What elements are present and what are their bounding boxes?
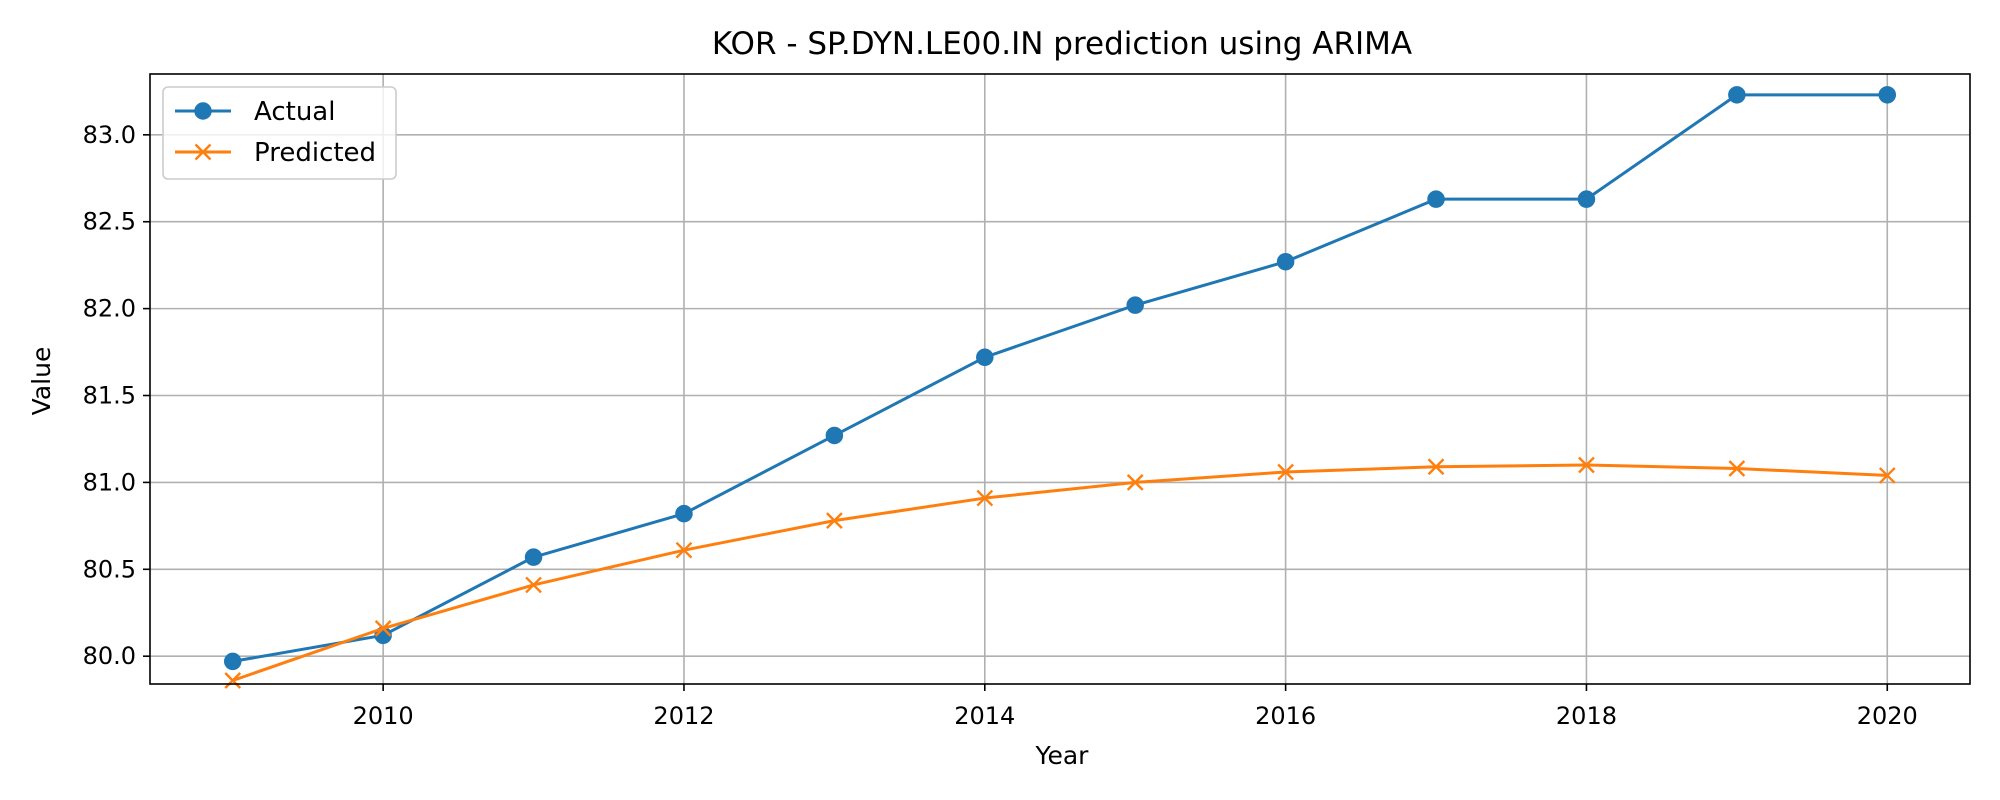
data-point-predicted [1878, 467, 1896, 484]
data-point-actual [1577, 190, 1596, 208]
y-tick-label: 82.0 [83, 295, 136, 323]
data-point-predicted-stroke [1878, 467, 1896, 484]
series-line-actual [230, 93, 1889, 664]
series-actual [223, 86, 1897, 671]
data-point-predicted-stroke [374, 620, 392, 637]
data-point-predicted-stroke [1427, 458, 1445, 476]
series-layer [223, 86, 1897, 689]
data-point-actual [223, 652, 242, 671]
y-tick-label: 80.0 [83, 642, 136, 670]
chart-title: KOR - SP.DYN.LE00.IN prediction using AR… [712, 26, 1412, 62]
series-predicted [224, 456, 1896, 689]
data-point-actual [825, 426, 844, 445]
data-point-actual [976, 348, 994, 367]
y-tick-label: 81.0 [83, 468, 136, 496]
data-point-predicted-stroke [1277, 463, 1294, 481]
legend-label-actual: Actual [254, 97, 335, 127]
data-point-predicted [1578, 456, 1595, 474]
data-point-actual [1728, 86, 1746, 104]
series-line-predicted [230, 463, 1889, 683]
tick-layer: 2010 2012 2014 2016 2018 2020 80.0 80.5 81.0 81.5… [83, 121, 1918, 730]
data-point-predicted [224, 672, 242, 689]
data-point-predicted [1427, 458, 1445, 476]
legend: Actual Predicted [162, 86, 397, 180]
x-tick-label: 2016 [1255, 702, 1316, 730]
data-point-predicted-stroke [224, 672, 242, 689]
data-point-actual [1427, 190, 1445, 208]
y-tick-label: 83.0 [83, 121, 136, 149]
data-point-actual [1878, 86, 1897, 104]
y-tick-label: 81.5 [83, 382, 136, 410]
data-point-actual [1276, 252, 1295, 271]
legend-marker-predicted-stroke [194, 143, 212, 161]
data-point-predicted [976, 489, 994, 507]
plot-frame [149, 73, 1971, 685]
data-point-predicted-stroke [1578, 456, 1595, 474]
legend-marker-actual [194, 102, 212, 120]
data-point-predicted [1126, 474, 1144, 491]
x-tick-label: 2014 [954, 702, 1015, 730]
x-tick-label: 2012 [653, 702, 714, 730]
data-point-predicted [374, 620, 392, 637]
data-point-actual [524, 548, 543, 566]
data-point-actual [1126, 296, 1144, 314]
y-axis-title: Value [27, 347, 56, 416]
data-point-predicted [1277, 463, 1294, 481]
legend-marker-predicted [194, 143, 212, 161]
data-point-predicted [826, 512, 843, 529]
x-axis-title: Year [1035, 741, 1090, 770]
legend-label-predicted: Predicted [254, 138, 376, 168]
grid [150, 74, 1970, 684]
data-point-predicted [1728, 460, 1746, 477]
y-tick-label: 80.5 [83, 555, 136, 583]
data-point-predicted [675, 541, 693, 559]
data-point-actual [675, 504, 693, 523]
x-tick-label: 2018 [1556, 702, 1617, 730]
data-point-predicted [525, 576, 542, 594]
data-point-predicted-stroke [1728, 460, 1746, 477]
data-point-predicted-stroke [1126, 474, 1144, 491]
data-point-predicted-stroke [976, 489, 994, 507]
data-point-predicted-stroke [826, 512, 843, 529]
data-point-predicted-stroke [675, 541, 693, 559]
y-tick-label: 82.5 [83, 208, 136, 236]
x-tick-label: 2020 [1857, 702, 1918, 730]
data-point-predicted-stroke [525, 576, 542, 594]
x-tick-label: 2010 [353, 702, 414, 730]
